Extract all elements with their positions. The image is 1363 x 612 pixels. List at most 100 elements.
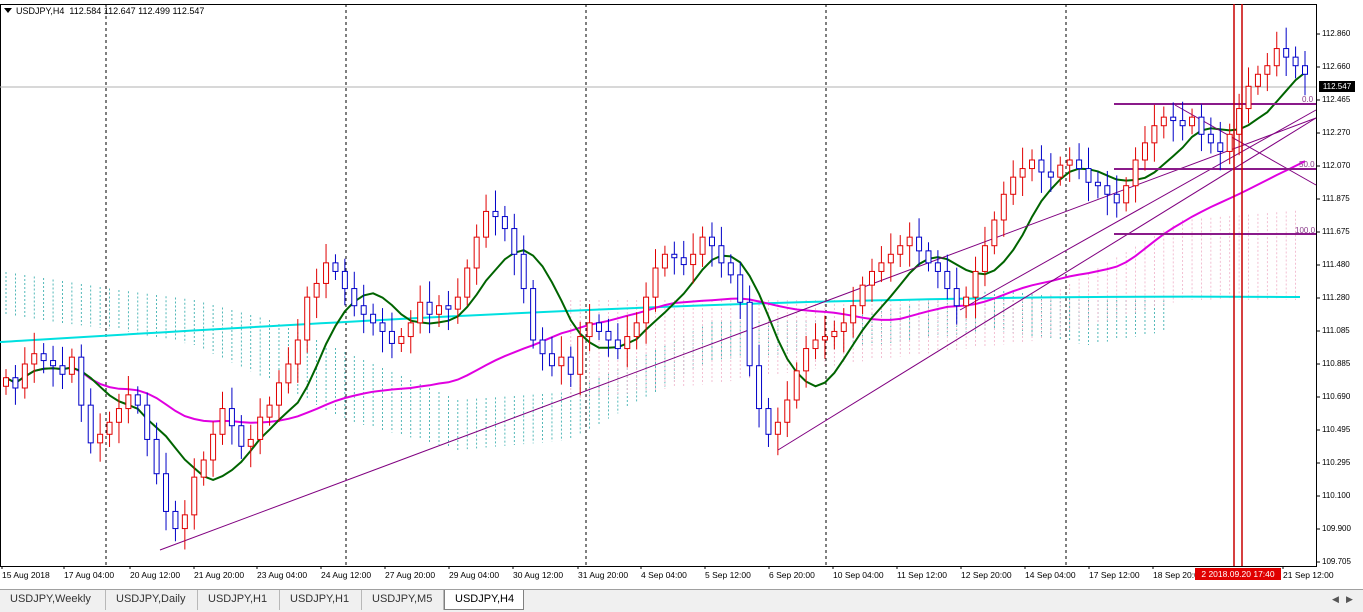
candle-body: [172, 510, 179, 530]
candle-body: [473, 236, 480, 269]
candle-body: [1160, 116, 1167, 127]
candle-body: [539, 339, 546, 355]
candle-body: [1179, 120, 1186, 127]
candle-body: [1217, 142, 1224, 152]
candle-body: [887, 253, 894, 264]
trendline: [777, 117, 1317, 451]
candle-body: [1189, 116, 1196, 127]
price-tick-label: 112.860: [1322, 29, 1351, 38]
candle-body: [1038, 159, 1045, 173]
candle-body: [850, 305, 857, 324]
candle-body: [285, 363, 292, 384]
candle-body: [981, 245, 988, 272]
price-tick-label: 112.660: [1322, 62, 1351, 71]
candle-body: [1113, 193, 1120, 204]
candle-body: [643, 296, 650, 324]
candle-body: [1151, 125, 1158, 144]
plot-frame: [0, 4, 1317, 567]
candle-body: [417, 301, 424, 324]
chart-header: USDJPY,H4 112.584 112.647 112.499 112.54…: [4, 6, 204, 16]
price-chart[interactable]: [0, 0, 1363, 589]
candle-body: [869, 270, 875, 286]
candle-body: [671, 253, 678, 259]
candle-body: [906, 236, 913, 247]
candle-body: [1066, 159, 1073, 166]
time-tick-label: 31 Aug 20:00: [578, 570, 629, 580]
tab-h4[interactable]: USDJPY,H4: [444, 590, 524, 610]
candle-body: [501, 216, 508, 230]
tab-h1[interactable]: USDJPY,H1: [198, 590, 280, 610]
candle-body: [247, 438, 254, 447]
candle-body: [21, 363, 28, 389]
candle-body: [916, 236, 923, 252]
candle-body: [304, 296, 311, 341]
time-tick-label: 30 Aug 12:00: [513, 570, 564, 580]
tab-scroll-right-icon[interactable]: ▶: [1346, 594, 1353, 604]
candle-body: [605, 330, 612, 341]
candle-body: [1104, 185, 1111, 195]
candle-body: [1302, 65, 1308, 75]
time-tick-label: 21 Sep 12:00: [1283, 570, 1334, 580]
candle-body: [1141, 142, 1148, 161]
time-tick-label: 10 Sep 04:00: [833, 570, 884, 580]
candle-body: [492, 210, 499, 218]
price-tick-label: 112.465: [1322, 95, 1351, 104]
fib-label-100: 100.0: [1295, 226, 1316, 235]
candle-body: [87, 404, 94, 444]
candle-body: [351, 288, 358, 307]
time-tick-label: 14 Sep 04:00: [1025, 570, 1076, 580]
tab-scroll-left-icon[interactable]: ◀: [1332, 594, 1339, 604]
candle-body: [163, 473, 170, 512]
candle-body: [963, 296, 970, 307]
candle-body: [341, 270, 348, 290]
candle-body: [614, 339, 621, 350]
candle-body: [1292, 56, 1299, 67]
price-tick-label: 111.675: [1322, 227, 1350, 236]
time-tick-label: 21 Aug 20:00: [194, 570, 245, 580]
time-tick-label: 17 Sep 12:00: [1089, 570, 1140, 580]
candle-body: [360, 305, 367, 315]
candle-body: [577, 336, 584, 375]
price-tick-label: 111.085: [1322, 326, 1350, 335]
symbol-label: USDJPY,H4: [16, 6, 65, 16]
candle-body: [661, 253, 668, 269]
tab-m5[interactable]: USDJPY,M5: [362, 590, 444, 610]
candle-body: [567, 356, 574, 375]
candle-body: [275, 382, 282, 406]
candle-body: [737, 274, 744, 303]
candle-body: [332, 262, 339, 272]
price-tick-label: 112.270: [1322, 128, 1351, 137]
candle-body: [1273, 48, 1280, 67]
candle-body: [1236, 108, 1243, 135]
chart-area[interactable]: USDJPY,H4 112.584 112.647 112.499 112.54…: [0, 0, 1363, 589]
candle-body: [793, 370, 800, 401]
candle-body: [1019, 168, 1026, 178]
price-tick-label: 112.070: [1322, 161, 1351, 170]
price-tick-label: 111.875: [1322, 194, 1350, 203]
candle-body: [765, 408, 772, 435]
trendline: [1174, 104, 1317, 186]
candle-body: [1264, 65, 1271, 75]
candle-body: [586, 322, 593, 338]
candle-body: [511, 228, 518, 255]
candle-body: [840, 322, 847, 332]
candle-body: [97, 433, 104, 444]
price-tick-label: 110.885: [1322, 359, 1351, 368]
tab-h1-second[interactable]: USDJPY,H1: [280, 590, 362, 610]
tab-weekly[interactable]: USDJPY,Weekly: [0, 590, 106, 610]
candle-body: [106, 421, 113, 435]
candle-body: [1132, 159, 1139, 187]
collapse-triangle-icon[interactable]: [4, 8, 12, 13]
candle-body: [1198, 116, 1205, 135]
price-tick-label: 110.295: [1322, 458, 1351, 467]
chart-tab-bar: USDJPY,Weekly USDJPY,Daily USDJPY,H1 USD…: [0, 589, 1363, 612]
candle-body: [1010, 176, 1017, 195]
candle-body: [727, 262, 734, 276]
tab-daily[interactable]: USDJPY,Daily: [106, 590, 198, 610]
candle-body: [991, 219, 998, 247]
time-tick-label: 29 Aug 04:00: [449, 570, 500, 580]
candle-body: [897, 245, 904, 255]
time-tick-label: 24 Aug 12:00: [321, 570, 372, 580]
candle-body: [831, 330, 838, 338]
candle-body: [181, 514, 188, 530]
